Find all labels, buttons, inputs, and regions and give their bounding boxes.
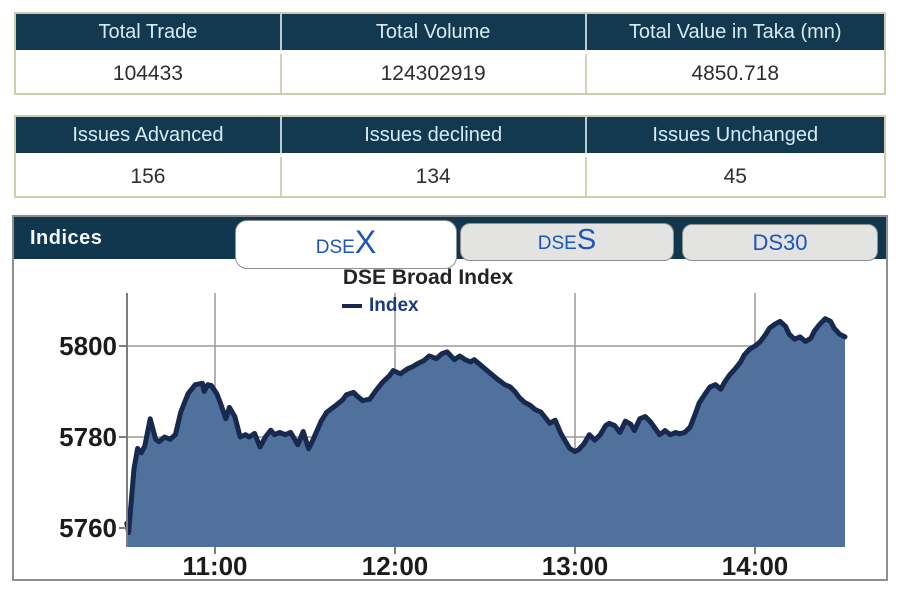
header-issues-unchanged: Issues Unchanged <box>584 117 884 153</box>
header-total-trade: Total Trade <box>98 20 198 43</box>
svg-text:12:00: 12:00 <box>362 551 429 579</box>
tab-dsex-label-big: X <box>354 224 377 260</box>
value-total-trade: 104433 <box>112 61 183 85</box>
table-value-row: 104433 124302919 4850.718 <box>16 50 884 93</box>
tab-dsex[interactable]: DSE X <box>235 220 457 269</box>
svg-text:5800: 5800 <box>59 331 117 361</box>
indices-panel: Indices DSE X DSE S DS30 DSE Broad Index I… <box>12 215 888 581</box>
table-header-row: Total Trade Total Volume Total Value in … <box>16 14 884 50</box>
value-issues-unchanged: 45 <box>584 157 884 196</box>
svg-text:13:00: 13:00 <box>542 551 609 579</box>
legend-line-swatch <box>342 304 362 308</box>
value-total-value: 4850.718 <box>584 54 884 93</box>
summary-table-issues: Issues Advanced Issues declined Issues U… <box>14 115 886 198</box>
tab-dses-label-small: DSE <box>537 233 577 254</box>
svg-text:11:00: 11:00 <box>182 551 247 579</box>
svg-text:14:00: 14:00 <box>722 551 789 579</box>
header-issues-declined: Issues declined <box>279 117 585 153</box>
legend-label: Index <box>369 295 419 316</box>
header-total-value: Total Value in Taka (mn) <box>584 14 884 50</box>
value-issues-advanced: 156 <box>130 164 166 188</box>
table-value-row: 156 134 45 <box>16 153 884 196</box>
svg-text:5760: 5760 <box>59 513 117 543</box>
index-chart: 5760 5780 5800 11:00 12:00 13:00 14:00 <box>59 293 848 579</box>
indices-title: Indices <box>30 227 103 249</box>
value-issues-declined: 134 <box>279 157 585 196</box>
summary-table-trade: Total Trade Total Volume Total Value in … <box>14 12 886 95</box>
header-total-volume: Total Volume <box>279 14 585 50</box>
header-issues-advanced: Issues Advanced <box>72 123 224 146</box>
chart-legend: Index <box>342 295 419 317</box>
tab-dses-label-big: S <box>576 224 597 256</box>
value-total-volume: 124302919 <box>279 54 585 93</box>
svg-text:5780: 5780 <box>59 422 117 452</box>
tab-dsex-label-small: DSE <box>315 237 355 258</box>
table-header-row: Issues Advanced Issues declined Issues U… <box>16 117 884 153</box>
tab-ds30-label: DS30 <box>752 229 808 255</box>
tab-ds30[interactable]: DS30 <box>682 224 878 261</box>
chart-title: DSE Broad Index <box>342 266 514 289</box>
tab-dses[interactable]: DSE S <box>460 223 674 261</box>
